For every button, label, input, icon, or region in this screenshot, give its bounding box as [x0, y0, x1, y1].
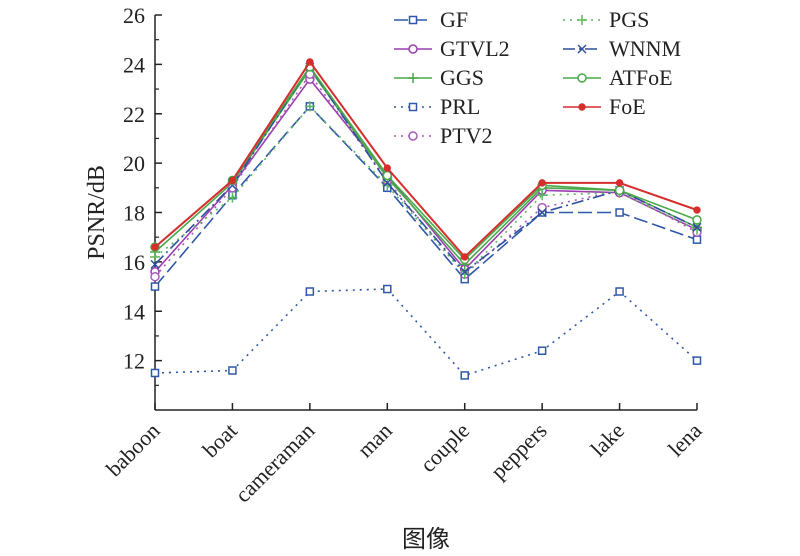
point-prl-couple: [460, 371, 469, 380]
series-line-pgs: [154, 105, 698, 276]
point-foe-cameraman: [306, 58, 314, 66]
y-tick-label-12: 12: [123, 349, 145, 374]
point-pgs-peppers: [537, 190, 548, 201]
legend-label-atfoe: ATFoE: [609, 65, 673, 90]
series-foe: [151, 58, 701, 261]
point-wnnm-peppers: [537, 207, 547, 218]
y-tick-label-14: 14: [123, 299, 145, 324]
point-ptv2-baboon: [150, 271, 160, 282]
point-foe-peppers: [538, 179, 546, 187]
series-line-gf: [154, 105, 698, 288]
point-gf-lena: [692, 235, 702, 244]
legend-item-ggs: GGS: [394, 65, 484, 90]
legend-marker-wnnm: [577, 44, 587, 54]
point-prl-lena: [692, 356, 702, 365]
x-tick-label-man: man: [352, 418, 396, 462]
y-axis-label: PSNR/dB: [84, 165, 110, 260]
legend-marker-ptv2: [408, 131, 418, 141]
point-prl-boat: [228, 366, 237, 375]
point-foe-baboon: [151, 243, 159, 251]
point-atfoe-lena: [692, 215, 702, 225]
x-b: [382, 178, 392, 188]
point-pgs-boat: [227, 192, 238, 203]
y-tick-label-16: 16: [123, 250, 145, 275]
point-wnnm-baboon: [150, 259, 160, 269]
point-pgs-cameraman: [304, 101, 315, 112]
point-foe-couple: [461, 253, 469, 261]
y-tick-label-24: 24: [123, 52, 145, 77]
x-b: [537, 207, 547, 218]
legend-item-gf: GF: [394, 7, 468, 32]
legend-label-gf: GF: [440, 7, 468, 32]
legend-label-ggs: GGS: [440, 65, 484, 90]
legend-label-ptv2: PTV2: [440, 123, 493, 148]
point-gf-lake: [615, 208, 624, 217]
x-b: [692, 222, 702, 232]
legend-marker-foe: [578, 103, 586, 111]
legend-item-pgs: PGS: [563, 7, 649, 32]
point-prl-cameraman: [305, 287, 315, 296]
legend-label-pgs: PGS: [609, 7, 649, 32]
x-b: [577, 44, 587, 54]
point-prl-man: [383, 284, 392, 294]
y-tick-label-22: 22: [123, 102, 145, 127]
x-tick-label-lake: lake: [586, 418, 630, 462]
legend: GF GTVL2 GGS PRL PTV2 PGS WNNM ATFoE FoE: [394, 7, 681, 148]
point-prl-baboon: [150, 368, 160, 378]
series-line-ptv2: [154, 72, 698, 278]
series-line-wnnm: [154, 65, 698, 273]
legend-label-foe: FoE: [609, 94, 646, 119]
point-foe-boat: [228, 176, 237, 185]
point-gf-baboon: [150, 282, 160, 291]
point-foe-man: [383, 164, 391, 172]
legend-item-prl: PRL: [394, 94, 480, 119]
y-tick-label-18: 18: [123, 201, 145, 226]
legend-item-atfoe: ATFoE: [563, 65, 673, 90]
legend-item-gtvl2: GTVL2: [394, 36, 510, 61]
x-tick-label-couple: couple: [415, 418, 474, 477]
legend-marker-pgs: [577, 15, 587, 25]
point-foe-lena: [693, 206, 701, 214]
series-line-foe: [154, 60, 698, 259]
x-b: [460, 267, 470, 277]
point-pgs-baboon: [150, 251, 160, 262]
x-axis-label: 图像: [402, 526, 450, 553]
legend-marker-gf: [408, 15, 418, 25]
legend-item-foe: FoE: [563, 94, 646, 119]
legend-label-prl: PRL: [440, 94, 480, 119]
legend-marker-ggs: [408, 73, 418, 83]
legend-item-wnnm: WNNM: [563, 36, 681, 61]
point-wnnm-man: [382, 178, 392, 188]
point-foe-lake: [615, 179, 624, 187]
y-tick-label-26: 26: [123, 3, 145, 28]
legend-label-gtvl2: GTVL2: [440, 36, 510, 61]
legend-label-wnnm: WNNM: [609, 36, 681, 61]
legend-marker-gtvl2: [408, 44, 418, 54]
x-b: [150, 259, 160, 269]
x-tick-label-boat: boat: [197, 418, 241, 462]
y-tick-label-20: 20: [123, 151, 145, 176]
point-prl-lake: [615, 287, 624, 296]
point-atfoe-lake: [614, 185, 625, 196]
x-tick-label-baboon: baboon: [101, 418, 164, 481]
point-prl-peppers: [537, 346, 547, 355]
series-layer: [150, 58, 702, 380]
x-tick-label-peppers: peppers: [486, 418, 552, 484]
legend-marker-atfoe: [577, 73, 587, 83]
point-wnnm-lena: [692, 222, 702, 232]
legend-item-ptv2: PTV2: [394, 123, 493, 148]
point-wnnm-couple: [460, 267, 470, 277]
series-line-prl: [154, 288, 698, 377]
x-tick-label-lena: lena: [663, 418, 707, 462]
legend-marker-prl: [408, 102, 418, 112]
series-prl: [150, 284, 702, 380]
x-tick-label-cameraman: cameraman: [230, 418, 319, 507]
